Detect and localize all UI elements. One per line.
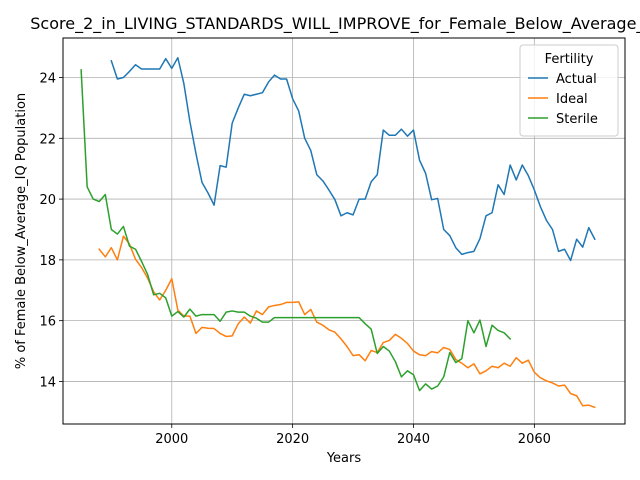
y-tick-label-4: 22 [39,132,56,147]
x-axis-label: Years [326,451,362,466]
legend-label-ideal: Ideal [556,92,588,107]
series-line-sterile [80,69,512,392]
legend-entries: Actual Ideal Sterile [528,72,598,127]
legend-label-actual: Actual [556,72,597,87]
x-tick-label-0: 2000 [155,432,188,447]
x-tick-label-2: 2040 [397,432,430,447]
legend: Fertility Actual Ideal Sterile [519,44,619,137]
legend-label-sterile: Sterile [556,112,598,127]
chart-title: Score_2_in_LIVING_STANDARDS_WILL_IMPROVE… [30,14,640,34]
series-line-actual [110,57,596,262]
x-axis: 2000 2020 2040 2060 [155,424,551,447]
y-tick-label-0: 14 [39,375,56,390]
y-tick-label-2: 18 [39,254,56,269]
x-tick-label-1: 2020 [276,432,309,447]
legend-box [519,44,619,137]
y-tick-label-5: 24 [39,72,56,87]
x-tick-label-3: 2060 [518,432,551,447]
y-tick-label-3: 20 [39,193,56,208]
series-line-ideal [98,235,596,409]
series-layer [80,57,596,409]
y-axis-label: % of Female Below_Average_IQ Population [14,93,29,369]
y-tick-label-1: 16 [39,315,56,330]
plot-frame [62,37,626,425]
y-axis: 14 16 18 20 22 24 [39,72,63,390]
legend-title: Fertility [545,52,594,67]
